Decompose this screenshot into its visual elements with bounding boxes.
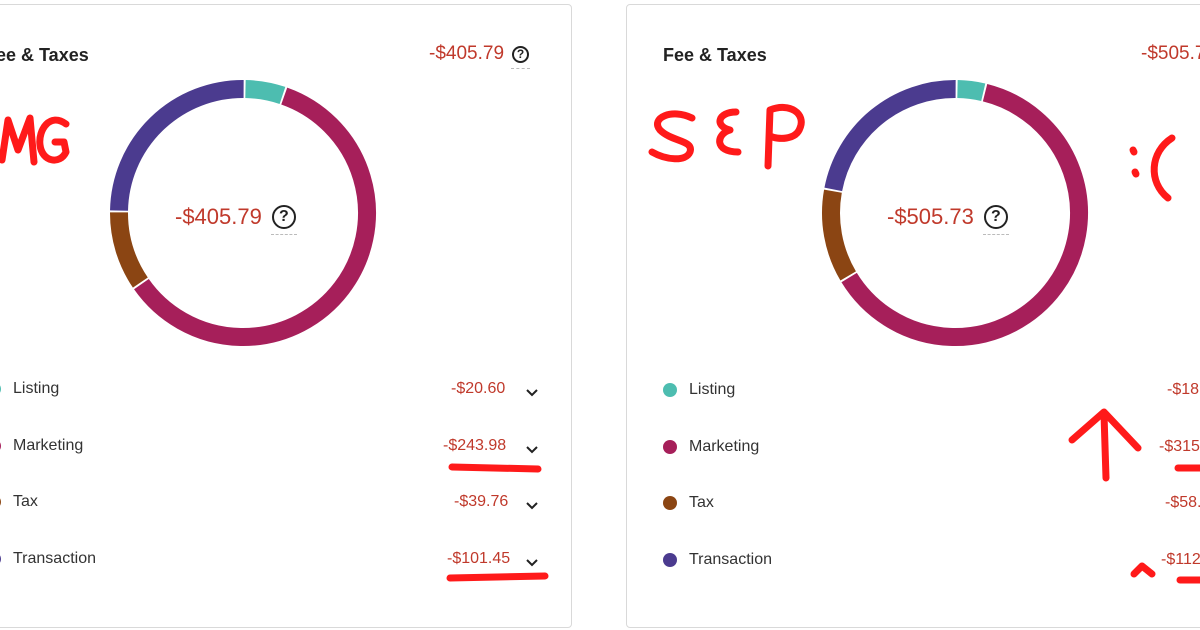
chevron-down-icon[interactable] (524, 442, 540, 458)
fee-row-amount: -$18.xx (1167, 381, 1200, 398)
fee-row-label: Transaction (689, 551, 772, 568)
fee-row-amount: -$58.xx (1165, 494, 1200, 511)
card-title: Fee & Taxes (663, 45, 767, 65)
fee-row-amount: -$39.76 (454, 493, 509, 510)
fee-row-transaction[interactable]: Transaction (663, 546, 772, 574)
donut-segment-tax[interactable] (822, 189, 857, 281)
help-icon[interactable]: ? (270, 205, 297, 235)
fee-row-amount: -$20.60 (451, 380, 506, 397)
donut-center-total: -$405.79 ? (175, 204, 297, 235)
fee-row-listing[interactable]: Listing (663, 376, 735, 404)
donut-segment-listing[interactable] (245, 80, 286, 105)
fee-row-amount: -$101.45 (447, 550, 511, 567)
transaction-dot (663, 553, 677, 567)
donut-segment-listing[interactable] (957, 80, 986, 102)
fee-row-label: Marketing (689, 438, 760, 455)
fee-row-amount: -$315.xx (1159, 438, 1200, 455)
marketing-dot (663, 440, 677, 454)
fee-row-label: Tax (13, 493, 38, 510)
tax-dot (663, 496, 677, 510)
fee-row-listing[interactable]: Listing (0, 375, 59, 403)
chevron-down-icon[interactable] (524, 498, 540, 514)
listing-dot (0, 382, 1, 396)
fee-row-tax[interactable]: Tax (0, 488, 38, 516)
tax-dot (0, 495, 1, 509)
listing-dot (663, 383, 677, 397)
card-title: Fee & Taxes (0, 45, 89, 65)
fee-row-marketing[interactable]: Marketing (0, 432, 83, 460)
help-icon[interactable]: ? (982, 205, 1009, 235)
fee-row-label: Marketing (13, 437, 84, 454)
fee-row-tax[interactable]: Tax (663, 489, 714, 517)
chevron-down-icon[interactable] (524, 555, 540, 571)
help-icon[interactable]: ? (511, 45, 531, 69)
donut-center-total: -$505.73 ? (887, 204, 1009, 235)
donut-center-value: -$505.73 (887, 204, 974, 229)
fees-card-left: Fee & Taxes -$405.79 ? -$405.79 ? Listin… (0, 4, 572, 628)
fees-card-right: Fee & Taxes -$505.73 ? -$505.73 ? Listin… (626, 4, 1200, 628)
marketing-dot (0, 439, 1, 453)
fee-row-transaction[interactable]: Transaction (0, 545, 96, 573)
card-total: -$505.73 ? (1141, 43, 1200, 65)
transaction-dot (0, 552, 1, 566)
donut-segment-marketing[interactable] (134, 87, 376, 346)
fee-row-label: Transaction (13, 550, 96, 567)
fee-row-label: Listing (689, 381, 736, 398)
fees-donut-chart (110, 80, 376, 346)
donut-segment-transaction[interactable] (110, 80, 244, 211)
fee-row-amount: -$243.98 (443, 437, 507, 454)
chevron-down-icon[interactable] (524, 385, 540, 401)
donut-segment-tax[interactable] (110, 212, 148, 288)
fee-row-label: Tax (689, 494, 714, 511)
donut-segment-transaction[interactable] (824, 80, 956, 192)
fee-row-amount: -$112.xx (1161, 551, 1200, 568)
card-total-value: -$405.79 (429, 43, 505, 64)
fee-row-marketing[interactable]: Marketing (663, 433, 759, 461)
fees-donut-chart (822, 80, 1088, 346)
donut-center-value: -$405.79 (175, 204, 262, 229)
card-total-value: -$505.73 (1141, 43, 1200, 64)
card-total: -$405.79 ? (429, 43, 531, 69)
donut-segment-marketing[interactable] (841, 83, 1088, 346)
fee-row-label: Listing (13, 380, 60, 397)
